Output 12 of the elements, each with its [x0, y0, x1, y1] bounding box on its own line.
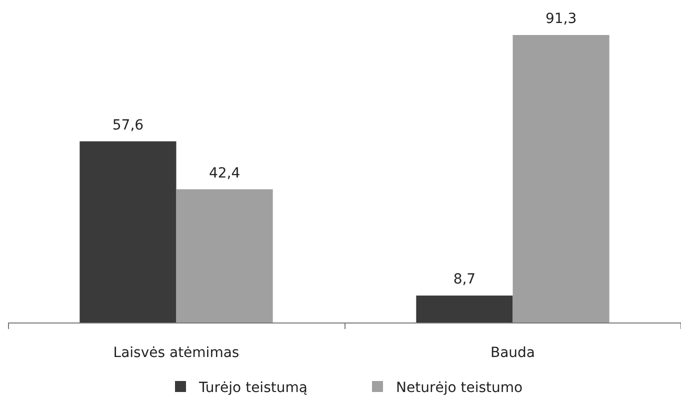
legend-label: Neturėjo teistumo — [396, 380, 523, 396]
bar — [512, 35, 610, 323]
legend-label: Turėjo teistumą — [198, 380, 308, 396]
bar — [176, 189, 273, 323]
x-tick-label: Laisvės atėmimas — [113, 345, 240, 361]
data-label: 91,3 — [545, 11, 577, 27]
data-label: 8,7 — [453, 272, 476, 288]
data-label: 42,4 — [208, 165, 240, 182]
data-label: 57,6 — [112, 117, 144, 134]
bar — [416, 296, 513, 323]
x-tick-label: Bauda — [490, 345, 536, 361]
bar — [80, 141, 176, 323]
